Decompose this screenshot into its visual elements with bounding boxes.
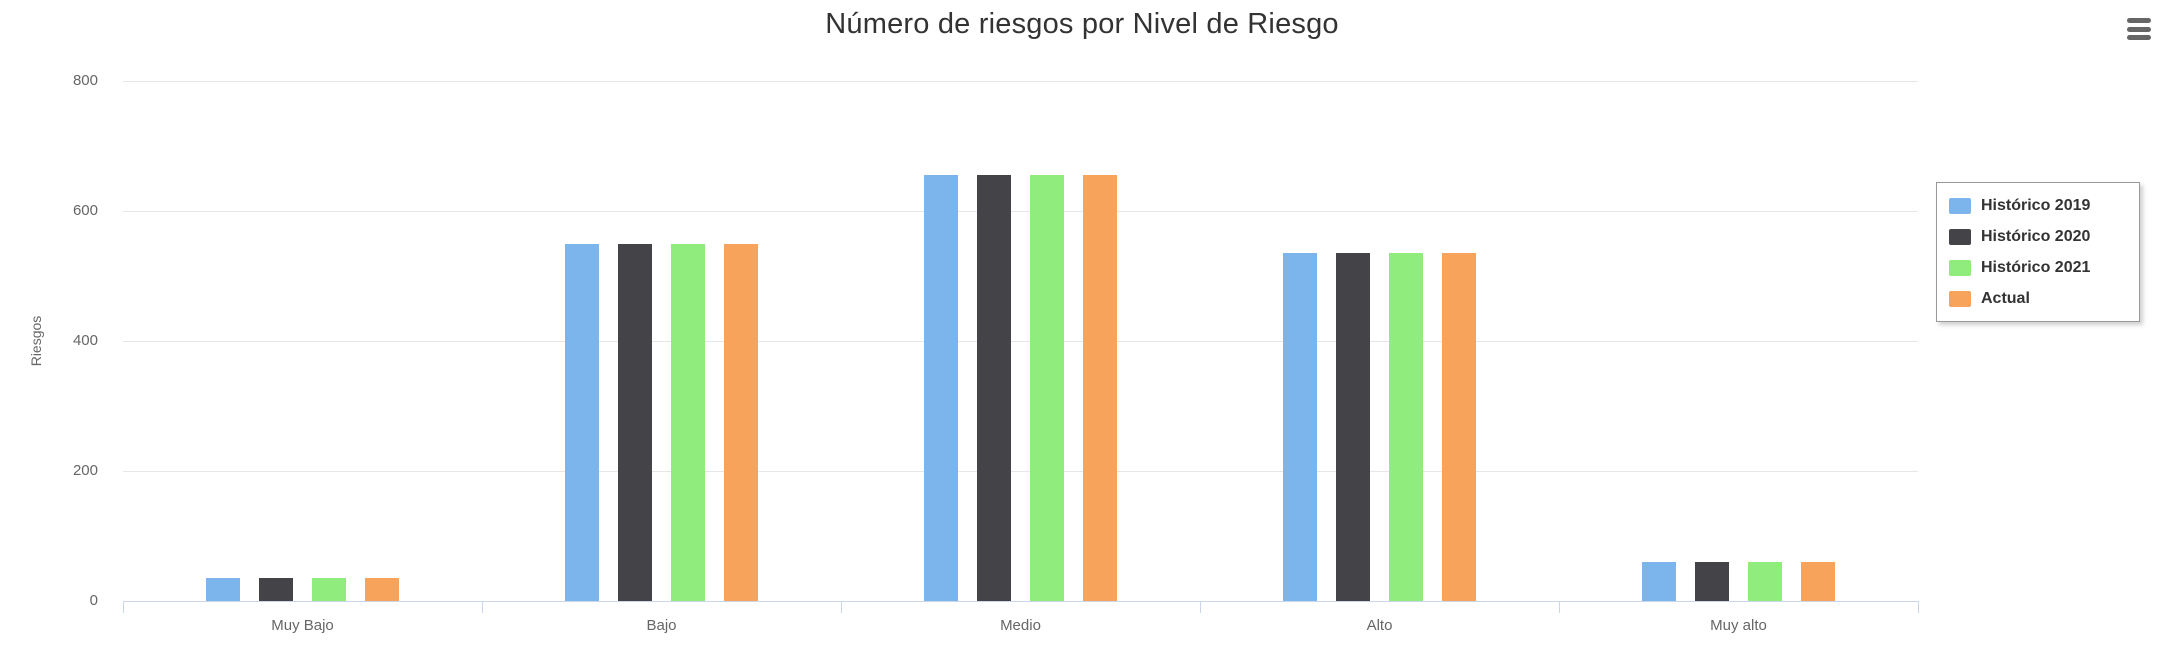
- y-gridline: [123, 211, 1918, 212]
- column-bar-4-3[interactable]: [1083, 175, 1117, 601]
- column-bar-3-5[interactable]: [1748, 562, 1782, 601]
- column-bar-2-1[interactable]: [259, 578, 293, 601]
- x-axis-category-label: Muy alto: [1710, 617, 1767, 634]
- legend-label: Histórico 2021: [1981, 258, 2091, 276]
- legend-item-3[interactable]: Histórico 2021: [1949, 252, 2127, 283]
- chart-context-menu-button[interactable]: [2121, 12, 2157, 46]
- y-gridline: [123, 471, 1918, 472]
- column-bar-4-2[interactable]: [724, 243, 758, 601]
- x-axis-tick: [123, 601, 124, 613]
- hamburger-icon: [2127, 26, 2151, 32]
- column-bar-2-3[interactable]: [977, 175, 1011, 601]
- column-bar-1-4[interactable]: [1283, 253, 1317, 601]
- y-axis-tick-label: 400: [72, 332, 98, 349]
- x-axis-tick: [1559, 601, 1560, 613]
- legend-item-2[interactable]: Histórico 2020: [1949, 221, 2127, 252]
- x-axis-category-label: Bajo: [646, 617, 677, 634]
- legend-item-1[interactable]: Histórico 2019: [1949, 190, 2127, 221]
- legend-symbol: [1949, 290, 1971, 307]
- legend-item-4[interactable]: Actual: [1949, 283, 2127, 314]
- column-bar-4-1[interactable]: [365, 578, 399, 601]
- legend-symbol: [1949, 228, 1971, 245]
- column-bar-1-2[interactable]: [565, 243, 599, 601]
- column-bar-3-3[interactable]: [1030, 175, 1064, 601]
- x-axis-tick: [482, 601, 483, 613]
- x-axis-tick: [841, 601, 842, 613]
- hamburger-icon: [2127, 18, 2151, 23]
- y-axis-tick-label: 0: [89, 592, 98, 609]
- column-bar-4-5[interactable]: [1801, 562, 1835, 601]
- column-bar-2-2[interactable]: [618, 243, 652, 601]
- column-bar-3-4[interactable]: [1389, 253, 1423, 601]
- x-axis-tick: [1918, 601, 1919, 613]
- y-gridline: [123, 341, 1918, 342]
- column-bar-3-1[interactable]: [312, 578, 346, 601]
- column-bar-2-4[interactable]: [1336, 253, 1370, 601]
- chart-title: Número de riesgos por Nivel de Riesgo: [825, 8, 1339, 40]
- y-gridline: [123, 81, 1918, 82]
- column-bar-3-2[interactable]: [671, 243, 705, 601]
- legend: Histórico 2019 Histórico 2020 Histórico 20…: [1936, 182, 2140, 322]
- legend-symbol: [1949, 197, 1971, 214]
- y-axis-tick-label: 200: [72, 462, 98, 479]
- legend-label: Histórico 2019: [1981, 196, 2091, 214]
- legend-label: Histórico 2020: [1981, 227, 2091, 245]
- column-bar-1-3[interactable]: [924, 175, 958, 601]
- legend-label: Actual: [1981, 289, 2030, 307]
- x-axis-line: [123, 601, 1918, 602]
- legend-symbol: [1949, 259, 1971, 276]
- column-bar-1-5[interactable]: [1642, 562, 1676, 601]
- hamburger-icon: [2127, 35, 2151, 40]
- x-axis-category-label: Muy Bajo: [271, 617, 334, 634]
- x-axis-category-label: Medio: [1000, 617, 1041, 634]
- column-bar-1-1[interactable]: [206, 578, 240, 601]
- x-axis-tick: [1200, 601, 1201, 613]
- x-axis-category-label: Alto: [1366, 617, 1393, 634]
- y-axis-tick-label: 800: [72, 72, 98, 89]
- column-bar-2-5[interactable]: [1695, 562, 1729, 601]
- column-bar-4-4[interactable]: [1442, 253, 1476, 601]
- y-axis-tick-label: 600: [72, 202, 98, 219]
